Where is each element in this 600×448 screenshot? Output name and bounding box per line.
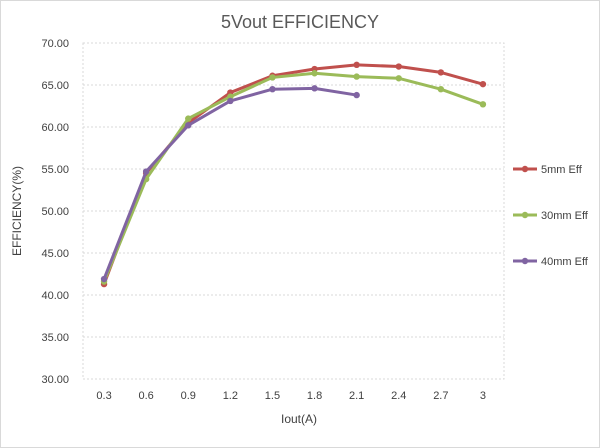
series-line (102, 71, 485, 284)
data-point (353, 91, 360, 99)
y-tick-label: 35.00 (41, 332, 69, 344)
y-tick-label: 70.00 (41, 38, 69, 50)
series-line (102, 63, 485, 286)
y-tick-label: 60.00 (41, 122, 69, 134)
legend: 5mm Eff 30mm Eff 40mm Eff (513, 164, 589, 268)
data-point (395, 63, 402, 70)
x-axis-title: Iout(A) (281, 412, 317, 426)
legend-marker (521, 211, 529, 219)
chart-title: 5Vout EFFICIENCY (221, 12, 379, 32)
series-line (102, 86, 359, 281)
data-point (353, 61, 360, 69)
plot-border (82, 42, 505, 380)
data-point (479, 80, 487, 88)
legend-label: 40mm Eff (541, 256, 589, 268)
data-point (100, 275, 108, 283)
y-tick-label: 45.00 (41, 248, 69, 260)
x-tick-label: 0.9 (181, 390, 196, 402)
y-tick-label: 50.00 (41, 206, 69, 218)
y-tick-label: 65.00 (41, 80, 69, 92)
legend-label: 30mm Eff (541, 210, 589, 222)
y-axis-title: EFFICIENCY(%) (10, 166, 24, 256)
data-point (269, 86, 276, 93)
y-tick-label: 55.00 (41, 164, 69, 176)
data-point (185, 115, 192, 122)
plot-area: 30.00 35.00 40.00 45.00 50.00 55.00 60.00 65.00… (41, 38, 505, 402)
data-point (142, 168, 150, 175)
y-tick-label: 30.00 (41, 374, 69, 386)
x-tick-label: 0.6 (139, 390, 154, 402)
legend-label: 5mm Eff (541, 164, 583, 176)
data-point (311, 85, 318, 92)
data-point (437, 86, 445, 93)
data-point (185, 122, 192, 129)
data-point (353, 73, 360, 80)
x-tick-label: 2.7 (433, 390, 448, 402)
x-tick-label: 1.2 (223, 390, 238, 402)
x-tick-label: 2.4 (391, 390, 406, 402)
x-tick-label: 3 (480, 390, 486, 402)
data-point (479, 101, 487, 108)
x-tick-label: 0.3 (96, 390, 111, 402)
data-point (395, 75, 402, 82)
data-point (269, 74, 276, 81)
legend-marker (521, 257, 529, 265)
data-point (437, 69, 445, 76)
data-point (227, 97, 234, 105)
x-tick-label: 1.5 (265, 390, 280, 402)
y-tick-label: 40.00 (41, 290, 69, 302)
legend-marker (521, 165, 529, 173)
x-tick-label: 1.8 (307, 390, 322, 402)
x-tick-label: 2.1 (349, 390, 364, 402)
data-point (311, 70, 318, 77)
